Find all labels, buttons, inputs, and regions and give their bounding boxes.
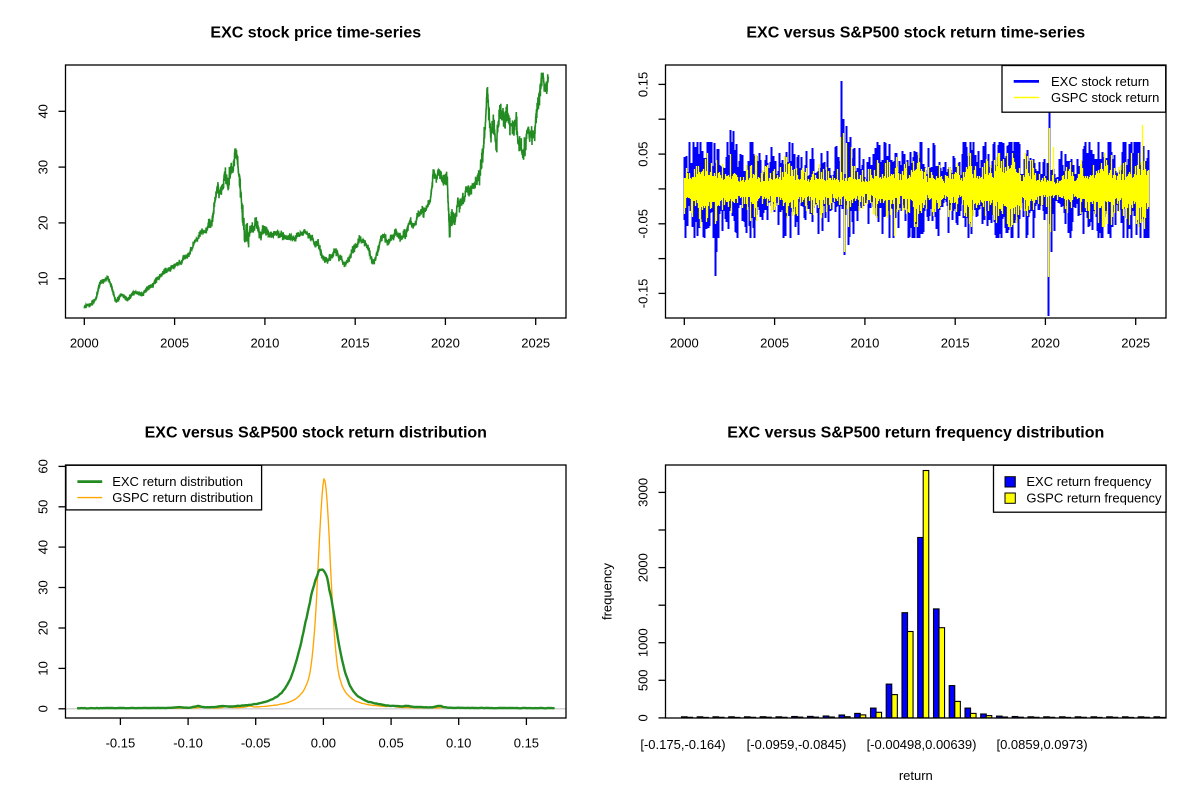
- svg-text:0.15: 0.15: [636, 72, 651, 97]
- svg-text:30: 30: [36, 160, 51, 174]
- svg-text:20: 20: [36, 621, 51, 635]
- svg-text:50: 50: [36, 500, 51, 514]
- svg-text:10: 10: [36, 661, 51, 675]
- svg-text:EXC stock return: EXC stock return: [1051, 74, 1149, 89]
- svg-text:GSPC return frequency: GSPC return frequency: [1026, 491, 1162, 506]
- svg-text:2020: 2020: [431, 336, 460, 351]
- svg-text:3000: 3000: [636, 478, 651, 507]
- svg-text:10: 10: [36, 271, 51, 285]
- svg-text:[-0.175,-0.164): [-0.175,-0.164): [640, 737, 725, 752]
- svg-text:0: 0: [636, 714, 651, 721]
- svg-text:30: 30: [36, 580, 51, 594]
- svg-text:GSPC return distribution: GSPC return distribution: [112, 490, 253, 505]
- svg-text:-0.05: -0.05: [241, 736, 271, 751]
- svg-text:2005: 2005: [760, 336, 789, 351]
- svg-text:EXC stock price time-series: EXC stock price time-series: [210, 25, 421, 42]
- svg-text:frequency: frequency: [600, 562, 615, 620]
- svg-text:2025: 2025: [521, 336, 550, 351]
- svg-text:0.10: 0.10: [446, 736, 471, 751]
- svg-text:-0.10: -0.10: [173, 736, 203, 751]
- svg-text:0.05: 0.05: [378, 736, 403, 751]
- svg-text:2010: 2010: [250, 336, 279, 351]
- svg-text:2000: 2000: [636, 553, 651, 582]
- svg-text:60: 60: [36, 459, 51, 473]
- svg-text:2025: 2025: [1121, 336, 1150, 351]
- svg-text:2010: 2010: [850, 336, 879, 351]
- svg-text:EXC versus S&P500 return frequ: EXC versus S&P500 return frequency distr…: [727, 425, 1104, 442]
- svg-text:0.15: 0.15: [514, 736, 539, 751]
- svg-text:-0.05: -0.05: [636, 209, 651, 239]
- svg-text:2000: 2000: [70, 336, 99, 351]
- svg-text:500: 500: [636, 669, 651, 691]
- svg-text:1000: 1000: [636, 628, 651, 657]
- svg-text:0.00: 0.00: [311, 736, 336, 751]
- svg-text:[0.0859,0.0973): [0.0859,0.0973): [996, 737, 1087, 752]
- svg-text:0.05: 0.05: [636, 141, 651, 166]
- svg-text:EXC return distribution: EXC return distribution: [112, 474, 243, 489]
- svg-text:40: 40: [36, 540, 51, 554]
- svg-text:-0.15: -0.15: [636, 279, 651, 309]
- svg-text:0: 0: [36, 705, 51, 712]
- svg-text:2000: 2000: [670, 336, 699, 351]
- svg-text:40: 40: [36, 104, 51, 118]
- svg-text:-0.15: -0.15: [106, 736, 136, 751]
- svg-text:2020: 2020: [1031, 336, 1060, 351]
- svg-text:EXC versus S&P500 stock return: EXC versus S&P500 stock return distribut…: [145, 425, 487, 442]
- svg-text:2005: 2005: [160, 336, 189, 351]
- svg-text:2015: 2015: [941, 336, 970, 351]
- svg-text:[-0.0959,-0.0845): [-0.0959,-0.0845): [747, 737, 847, 752]
- svg-text:20: 20: [36, 216, 51, 230]
- svg-text:2015: 2015: [341, 336, 370, 351]
- svg-text:[-0.00498,0.00639): [-0.00498,0.00639): [867, 737, 977, 752]
- svg-text:EXC return frequency: EXC return frequency: [1026, 474, 1152, 489]
- svg-text:EXC versus S&P500 stock return: EXC versus S&P500 stock return time-seri…: [746, 25, 1085, 42]
- svg-text:GSPC stock return: GSPC stock return: [1051, 90, 1159, 105]
- svg-text:return: return: [899, 768, 933, 783]
